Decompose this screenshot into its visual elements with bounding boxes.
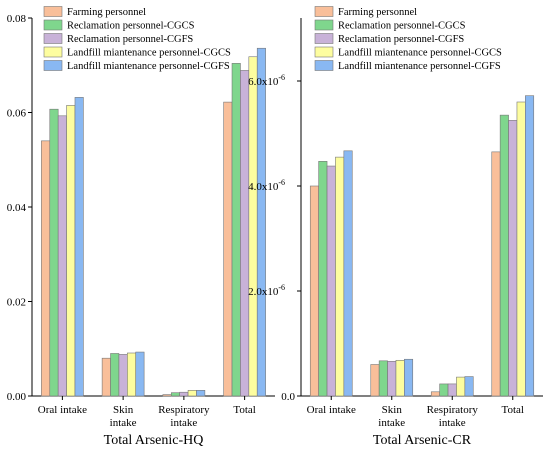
- bar: [378, 360, 388, 397]
- legend-swatch: [314, 46, 334, 58]
- legend-swatch: [43, 60, 63, 71]
- legend-swatch: [43, 33, 63, 44]
- bar: [464, 376, 474, 397]
- legend-swatch: [43, 46, 63, 58]
- y-tick-label: 6.0x10-6: [248, 73, 285, 88]
- y-tick-label: 0.0: [281, 391, 295, 403]
- legend-label: Landfill miantenance personnel-CGFS: [338, 61, 501, 72]
- bar: [395, 359, 405, 397]
- bar: [127, 352, 137, 397]
- bar: [170, 392, 180, 397]
- legend-label: Landfill miantenance personnel-CGCS: [338, 48, 502, 59]
- bar: [179, 391, 189, 397]
- bar: [404, 358, 414, 397]
- bar: [456, 376, 466, 397]
- x-tick-label: Respiratory intake: [158, 404, 210, 429]
- bar: [318, 161, 328, 397]
- bar: [256, 47, 266, 397]
- x-tick-label: Skin intake: [378, 404, 405, 429]
- bar: [66, 105, 76, 397]
- x-axis-title: Total Arsenic-CR: [373, 433, 472, 448]
- legend-swatch: [314, 6, 334, 17]
- x-tick-label: Respiratory intake: [427, 404, 479, 429]
- legend-swatch: [314, 60, 334, 71]
- y-tick-label: 0.08: [7, 13, 27, 25]
- x-tick-label: Skin intake: [110, 404, 137, 429]
- x-axis-title: Total Arsenic-HQ: [104, 433, 204, 448]
- x-tick-label: Oral intake: [38, 404, 87, 416]
- legend-swatch: [43, 19, 63, 31]
- legend-swatch: [314, 33, 334, 44]
- legend-label: Reclamation personnel-CGCS: [338, 21, 466, 32]
- bar: [499, 114, 509, 397]
- bar: [343, 150, 353, 397]
- bar: [248, 56, 258, 397]
- y-tick-label: 0.06: [7, 108, 27, 120]
- bar: [387, 361, 397, 397]
- legend-label: Landfill miantenance personnel-CGCS: [67, 48, 231, 59]
- bar: [491, 151, 501, 397]
- bar: [370, 364, 380, 397]
- bar: [196, 390, 206, 397]
- chart-panel-hq: 0.00 0.02 0.04 0.06 0.08 Oral intake Skin intak…: [7, 6, 275, 448]
- y-tick-label: 0.00: [7, 391, 27, 403]
- bar: [74, 97, 84, 397]
- bar: [516, 101, 526, 397]
- x-tick-label: Oral intake: [307, 404, 356, 416]
- bar: [231, 63, 241, 397]
- legend-swatch: [43, 6, 63, 17]
- bar: [118, 354, 128, 397]
- bar: [110, 353, 120, 397]
- bar: [525, 95, 535, 397]
- bar: [508, 120, 518, 397]
- legend-label: Landfill miantenance personnel-CGFS: [67, 61, 230, 72]
- bar: [135, 351, 145, 397]
- bar: [439, 383, 449, 397]
- bar: [326, 165, 336, 397]
- y-tick-label: 0.04: [7, 202, 27, 214]
- bar: [430, 391, 440, 397]
- bar: [162, 394, 172, 397]
- x-tick-label: Total: [233, 404, 255, 416]
- bar: [57, 115, 67, 397]
- y-tick-label: 2.0x10-6: [248, 283, 285, 298]
- legend-label: Farming personnel: [67, 7, 146, 18]
- bar: [49, 108, 59, 397]
- legend-label: Reclamation personnel-CGFS: [67, 34, 193, 45]
- legend-label: Reclamation personnel-CGFS: [338, 34, 464, 45]
- x-tick-label: Total: [502, 404, 524, 416]
- legend-swatch: [314, 19, 334, 31]
- bar: [223, 101, 233, 397]
- bar: [187, 390, 197, 397]
- bar: [447, 383, 457, 397]
- bar: [335, 156, 345, 397]
- bar: [309, 185, 319, 397]
- chart-panel-cr: 0.0 2.0x10-6 4.0x10-6 6.0x10-6 Oral intake Sk…: [248, 6, 543, 448]
- y-tick-label: 4.0x10-6: [248, 178, 285, 193]
- y-tick-label: 0.02: [7, 297, 26, 309]
- bar: [240, 70, 250, 397]
- bar: [41, 140, 51, 397]
- legend-label: Farming personnel: [338, 7, 417, 18]
- legend-label: Reclamation personnel-CGCS: [67, 21, 195, 32]
- bar: [101, 357, 111, 397]
